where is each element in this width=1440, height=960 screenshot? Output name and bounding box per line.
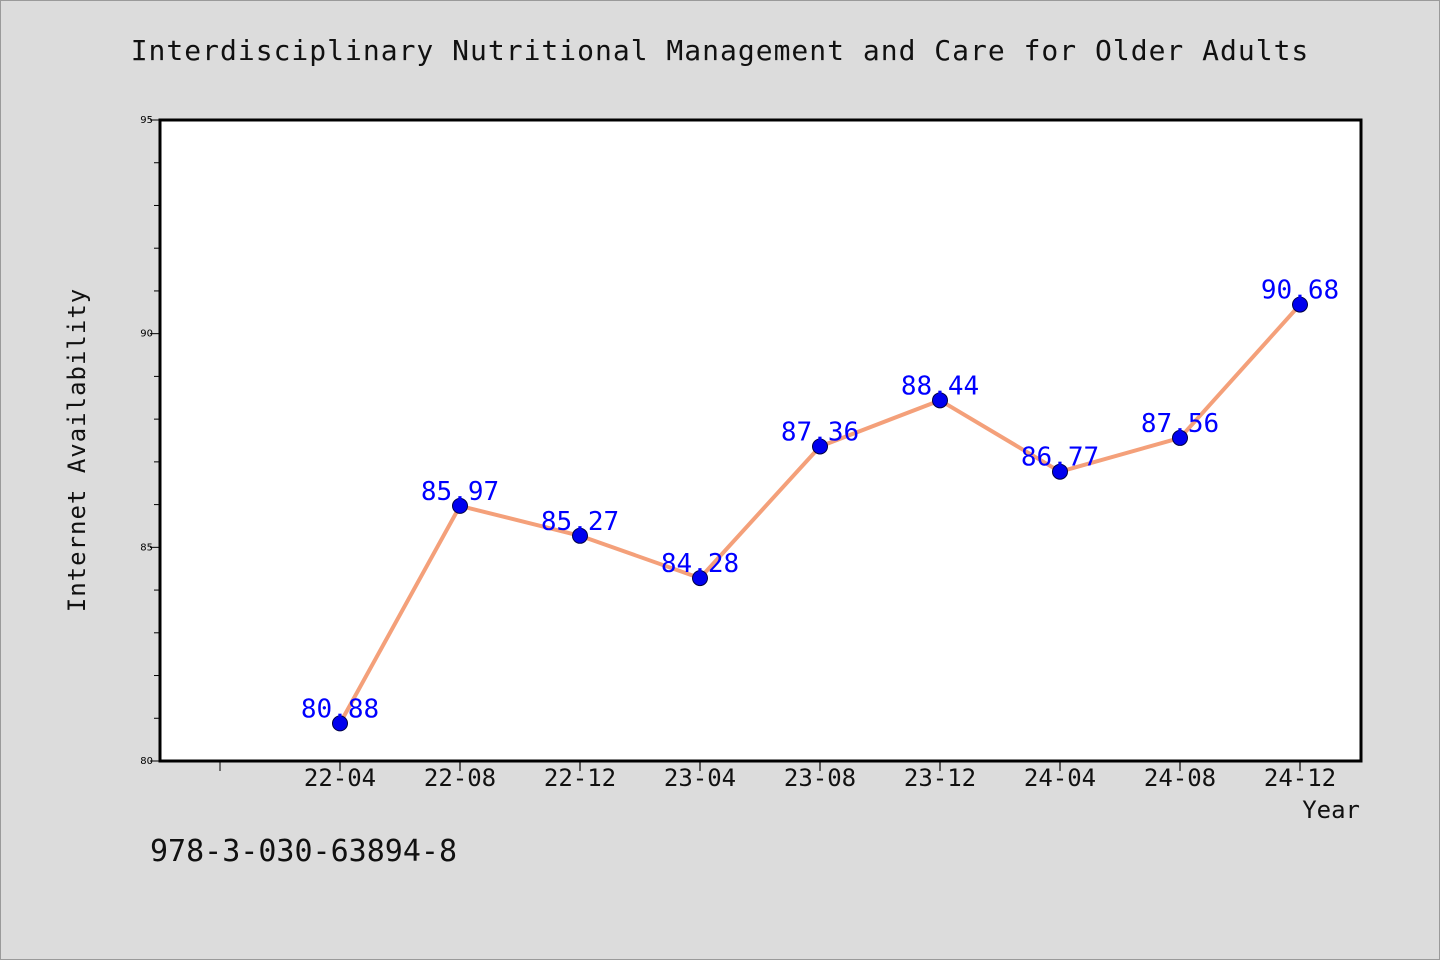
data-point (932, 392, 948, 409)
data-point (1292, 296, 1308, 313)
data-label: 87.56 (1141, 409, 1219, 439)
data-label: 86.77 (1021, 443, 1099, 473)
data-point (1052, 463, 1068, 480)
x-tick-label: 22-12 (544, 764, 616, 792)
x-tick-label: 24-12 (1264, 764, 1336, 792)
x-tick-label: 23-12 (904, 764, 976, 792)
x-tick-label: 24-04 (1024, 764, 1096, 792)
x-tick-label: 22-04 (304, 764, 376, 792)
data-label: 90.68 (1261, 276, 1339, 306)
data-label: 85.27 (541, 507, 619, 537)
y-tick-label: 85 (140, 542, 153, 553)
x-tick-label: 22-08 (424, 764, 496, 792)
x-tick-label: 24-08 (1144, 764, 1216, 792)
y-tick-label: 95 (140, 115, 153, 126)
data-label: 84.28 (661, 549, 739, 579)
data-point (812, 438, 828, 455)
y-tick-label: 80 (140, 756, 153, 767)
x-axis-label: Year (1302, 796, 1360, 824)
data-label: 88.44 (901, 371, 979, 401)
x-tick-label: 23-04 (664, 764, 736, 792)
plot-area (160, 120, 1361, 761)
isbn-text: 978-3-030-63894-8 (150, 834, 458, 869)
data-point (452, 497, 468, 514)
chart-title: Interdisciplinary Nutritional Management… (130, 34, 1310, 67)
y-tick-label: 90 (140, 329, 153, 340)
data-point (692, 570, 708, 587)
y-axis-label: Internet Availability (63, 287, 91, 613)
data-point (332, 715, 348, 732)
x-tick-label: 23-08 (784, 764, 856, 792)
data-point (1172, 429, 1188, 446)
data-label: 80.88 (301, 694, 379, 724)
data-point (572, 527, 588, 544)
data-label: 85.97 (421, 477, 499, 507)
plot-frame (158, 118, 1363, 763)
data-label: 87.36 (781, 417, 859, 447)
